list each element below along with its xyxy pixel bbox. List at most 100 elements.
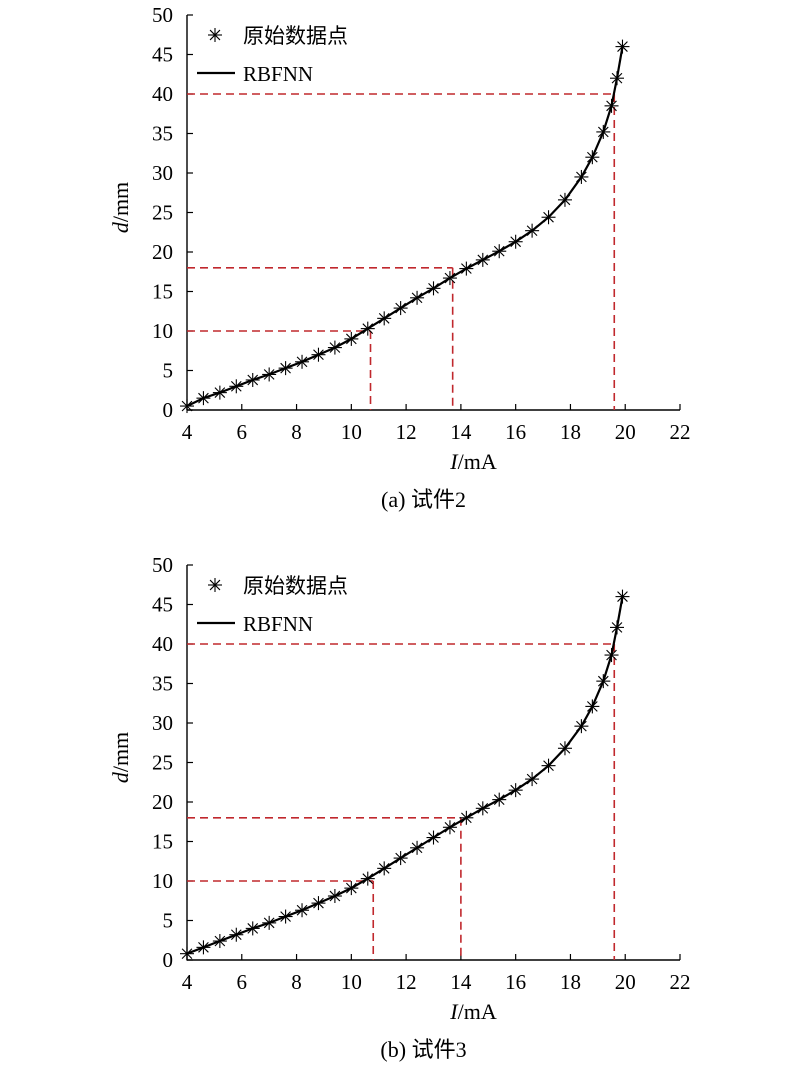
- data-point-marker: [426, 281, 441, 296]
- x-axis-label: I/mA: [449, 999, 497, 1024]
- data-point-marker: [604, 648, 619, 663]
- legend-label-raw-data: 原始数据点: [243, 24, 348, 48]
- data-point-marker: [426, 830, 441, 845]
- data-point-marker: [245, 372, 260, 387]
- y-tick-label: 25: [152, 751, 173, 775]
- y-tick-label: 0: [163, 398, 174, 422]
- legend-label-raw-data: 原始数据点: [243, 574, 348, 598]
- x-tick-label: 22: [670, 420, 691, 444]
- y-tick-label: 10: [152, 869, 173, 893]
- data-point-marker: [574, 719, 589, 734]
- rbfnn-series-line: [186, 46, 624, 408]
- y-tick-label: 35: [152, 672, 173, 696]
- y-tick-label: 30: [152, 161, 173, 185]
- data-point-marker: [557, 741, 572, 756]
- y-tick-label: 20: [152, 240, 173, 264]
- x-axis-unit: /mA: [458, 999, 497, 1024]
- x-tick-label: 12: [396, 420, 417, 444]
- y-tick-label: 5: [163, 909, 174, 933]
- data-point-marker: [229, 379, 244, 394]
- y-tick-label: 45: [152, 43, 173, 67]
- x-axis-unit: /mA: [458, 449, 497, 474]
- data-point-marker: [229, 927, 244, 942]
- x-tick-label: 20: [615, 970, 636, 994]
- data-point-marker: [410, 290, 425, 305]
- data-point-marker: [525, 223, 540, 238]
- x-tick-label: 14: [450, 420, 472, 444]
- data-point-marker: [604, 98, 619, 113]
- data-point-marker: [212, 385, 227, 400]
- data-point-marker: [212, 934, 227, 949]
- legend-label-rbfnn: RBFNN: [243, 612, 313, 636]
- y-tick-label: 50: [152, 553, 173, 577]
- data-point-marker: [610, 71, 625, 86]
- data-point-marker: [360, 871, 375, 886]
- data-point-marker: [278, 909, 293, 924]
- data-point-marker: [557, 192, 572, 207]
- data-point-marker: [180, 399, 194, 414]
- data-point-marker: [574, 169, 589, 184]
- x-tick-label: 8: [291, 420, 302, 444]
- data-point-marker: [360, 321, 375, 336]
- x-tick-label: 4: [182, 970, 193, 994]
- data-point-marker: [180, 946, 194, 961]
- data-point-marker: [508, 234, 523, 249]
- data-point-marker: [508, 783, 523, 798]
- x-axis-variable: I: [449, 449, 459, 474]
- chart-caption: (b) 试件3: [380, 1037, 466, 1062]
- data-point-marker: [344, 881, 359, 896]
- x-tick-label: 10: [341, 970, 362, 994]
- data-point-marker: [377, 311, 392, 326]
- data-point-marker: [525, 772, 540, 787]
- data-point-marker: [295, 354, 310, 369]
- data-point-marker: [596, 124, 611, 139]
- y-tick-label: 25: [152, 201, 173, 225]
- data-point-marker: [196, 391, 211, 406]
- data-point-marker: [196, 940, 211, 955]
- data-point-marker: [541, 758, 556, 773]
- x-tick-label: 18: [560, 420, 581, 444]
- chart-a: 4 6 8 10 12 14 16 18 20 22 0 5 10 15 20 25 30 35 40 45 50 I/m…: [108, 3, 691, 512]
- data-point-marker: [492, 244, 507, 259]
- y-axis-label: d/mm: [108, 732, 133, 783]
- y-axis-unit: /mm: [108, 182, 133, 222]
- rbfnn-series-line: [186, 596, 624, 955]
- y-tick-label: 30: [152, 711, 173, 735]
- data-point-marker: [459, 810, 474, 825]
- data-point-marker: [442, 820, 457, 835]
- y-tick-label: 5: [163, 359, 174, 383]
- data-point-marker: [475, 801, 490, 816]
- y-tick-label: 10: [152, 319, 173, 343]
- x-tick-label: 10: [341, 420, 362, 444]
- x-tick-label: 14: [450, 970, 472, 994]
- y-tick-label: 45: [152, 593, 173, 617]
- y-tick-label: 50: [152, 3, 173, 27]
- data-point-marker: [344, 331, 359, 346]
- x-tick-label: 16: [505, 970, 526, 994]
- y-tick-label: 40: [152, 632, 173, 656]
- x-tick-label: 12: [396, 970, 417, 994]
- x-tick-label: 22: [670, 970, 691, 994]
- data-point-marker: [585, 150, 600, 165]
- data-point-marker: [327, 889, 342, 904]
- chart-b: 4 6 8 10 12 14 16 18 20 22 0 5 10 15 20 25 30 35 40 45 50 I/m…: [108, 553, 691, 1062]
- data-point-marker: [295, 903, 310, 918]
- x-axis-variable: I: [449, 999, 459, 1024]
- y-tick-label: 15: [152, 280, 173, 304]
- data-point-marker: [393, 851, 408, 866]
- legend-label-rbfnn: RBFNN: [243, 62, 313, 86]
- data-point-marker: [615, 39, 630, 54]
- data-point-marker: [377, 861, 392, 876]
- legend-asterisk-icon: [208, 578, 222, 592]
- data-point-marker: [492, 792, 507, 807]
- data-point-marker: [596, 674, 611, 689]
- x-tick-label: 6: [237, 970, 248, 994]
- data-point-marker: [262, 915, 277, 930]
- y-axis-unit: /mm: [108, 732, 133, 772]
- y-tick-label: 15: [152, 830, 173, 854]
- y-tick-label: 20: [152, 790, 173, 814]
- y-axis-variable: d: [108, 771, 133, 783]
- data-point-marker: [262, 367, 277, 382]
- x-tick-label: 18: [560, 970, 581, 994]
- x-tick-label: 8: [291, 970, 302, 994]
